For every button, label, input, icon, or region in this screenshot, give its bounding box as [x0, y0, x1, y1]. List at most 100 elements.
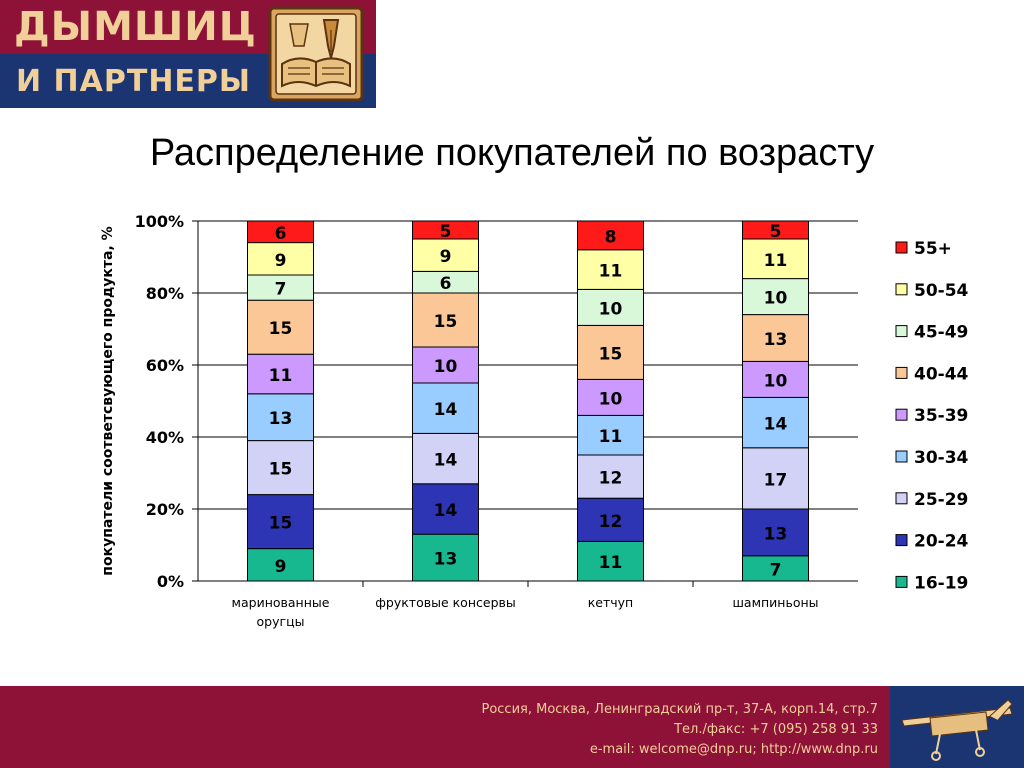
bar-segment [412, 432, 479, 485]
y-tick-label: 80% [146, 284, 184, 303]
data-label: 7 [770, 560, 782, 580]
bar-segment [247, 440, 314, 496]
x-tick-label: маринованные [232, 595, 330, 610]
data-label: 11 [599, 553, 623, 573]
legend-swatch [895, 450, 908, 463]
bar-segment [247, 274, 314, 301]
y-tick-label: 0% [157, 572, 184, 591]
data-label: 6 [440, 274, 452, 294]
legend-swatch [895, 325, 908, 338]
footer-emblem-box [890, 686, 1024, 768]
data-label: 11 [764, 251, 788, 271]
y-tick-label: 20% [146, 500, 184, 519]
bar-segment [412, 220, 479, 240]
bar-segment [247, 242, 314, 276]
data-label: 6 [275, 224, 287, 244]
data-label: 12 [599, 469, 623, 489]
legend-swatch [895, 366, 908, 379]
bar-segment [577, 378, 644, 416]
legend-label: 50-54 [914, 281, 969, 301]
data-label: 14 [764, 415, 788, 435]
legend-swatch [895, 575, 908, 588]
legend-label: 45-49 [914, 323, 968, 343]
bar-segment [577, 288, 644, 326]
bar-segment [577, 454, 644, 499]
data-label: 15 [269, 514, 293, 534]
bar-segment [247, 393, 314, 442]
page-title: Распределение покупателей по возрасту [149, 132, 875, 174]
data-label: 5 [440, 222, 452, 242]
bar-segment [742, 360, 809, 398]
bar-segment [742, 278, 809, 316]
legend-swatch [895, 283, 908, 296]
legend-label: 16-19 [914, 573, 968, 593]
bar-segment [412, 292, 479, 348]
bar-segment [577, 414, 644, 456]
legend-swatch [895, 241, 908, 254]
legend-label: 30-34 [914, 448, 969, 468]
bar-segment [742, 220, 809, 240]
airplane-sketch-icon [901, 699, 1013, 761]
data-label: 14 [434, 400, 458, 420]
pen-book-emblem-icon [268, 6, 364, 102]
y-tick-label: 100% [135, 212, 184, 231]
logo-name-line1: ДЫМШИЦ [14, 4, 257, 50]
data-label: 11 [599, 427, 623, 447]
bar-segment [577, 497, 644, 542]
footer-contacts: Россия, Москва, Ленинградский пр-т, 37-А… [481, 700, 878, 760]
bar-segment [742, 555, 809, 582]
company-logo: ДЫМШИЦ И ПАРТНЕРЫ [0, 0, 376, 108]
data-label: 17 [764, 470, 788, 490]
y-tick-label: 60% [146, 356, 184, 375]
data-label: 10 [764, 289, 788, 309]
data-label: 10 [599, 389, 623, 409]
data-label: 15 [269, 460, 293, 480]
legend-label: 35-39 [914, 406, 968, 426]
data-label: 5 [770, 222, 782, 242]
data-label: 11 [269, 366, 293, 386]
legend-label: 55+ [914, 239, 952, 259]
bar-segment [742, 396, 809, 449]
bar-segment [577, 540, 644, 582]
legend-swatch [895, 408, 908, 421]
data-label: 9 [275, 251, 287, 271]
logo-name-line2: И ПАРТНЕРЫ [16, 64, 251, 99]
y-tick-label: 40% [146, 428, 184, 447]
data-label: 7 [275, 280, 287, 300]
footer-address: Россия, Москва, Ленинградский пр-т, 37-А… [481, 702, 878, 717]
bar-segment [247, 494, 314, 550]
bar-segment [247, 299, 314, 355]
bar-segment [577, 220, 644, 251]
data-label: 13 [764, 524, 788, 544]
x-tick-label: шампиньоны [732, 595, 818, 610]
data-label: 14 [434, 451, 458, 471]
data-label: 10 [434, 357, 458, 377]
data-label: 13 [269, 409, 293, 429]
bar-segment [577, 249, 644, 290]
data-label: 12 [599, 512, 623, 532]
legend-label: 20-24 [914, 532, 969, 552]
data-label: 11 [599, 262, 623, 282]
data-label: 8 [605, 227, 617, 247]
bar-segment [247, 548, 314, 582]
data-label: 9 [440, 247, 452, 267]
data-label: 15 [599, 344, 623, 364]
data-label: 13 [764, 330, 788, 350]
bar-segment [742, 508, 809, 557]
bar-segment [247, 220, 314, 244]
bar-segment [412, 346, 479, 384]
x-tick-label: оругцы [257, 614, 305, 629]
bar-segment [742, 314, 809, 362]
data-label: 13 [434, 550, 458, 570]
data-label: 15 [434, 312, 458, 332]
legend-swatch [895, 492, 908, 505]
footer-email-web: e-mail: welcome@dnp.ru; http://www.dnp.r… [589, 742, 878, 757]
data-label: 10 [764, 371, 788, 391]
footer-bar: Россия, Москва, Ленинградский пр-т, 37-А… [0, 686, 890, 768]
y-axis-label: покупатели соответсвующего продукта, % [100, 226, 116, 575]
x-tick-label: фруктовые консервы [375, 595, 516, 610]
legend-label: 25-29 [914, 490, 968, 510]
data-label: 15 [269, 319, 293, 339]
legend-swatch [895, 534, 908, 547]
footer-phone: Тел./факс: +7 (095) 258 91 33 [674, 722, 878, 737]
